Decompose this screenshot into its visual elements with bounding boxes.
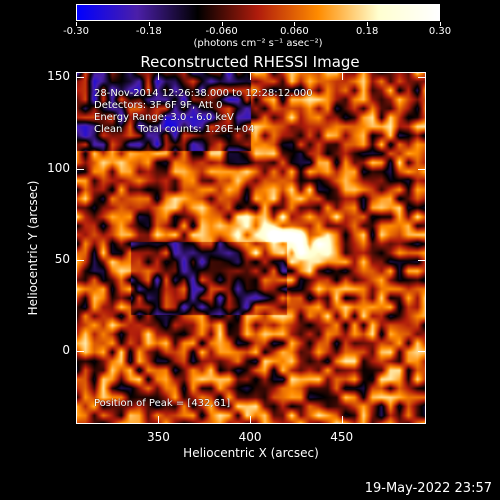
y-tick-label: 150 [47,69,70,84]
x-tick [158,72,160,80]
annotation-energy-range: Energy Range: 3.0 - 6.0 keV [94,112,234,123]
colorbar-tick [367,22,369,26]
annotation-peak-position: Position of Peak = [432,61] [94,398,231,409]
y-tick [76,168,84,170]
x-tick-label: 400 [238,430,262,444]
colorbar-tick-label: 0.18 [356,26,379,37]
y-tick [418,168,426,170]
y-tick [418,77,426,79]
y-tick-label: 0 [62,343,70,358]
colorbar [76,4,440,21]
y-axis-label: Heliocentric Y (arcsec) [26,180,40,316]
x-tick [341,72,343,80]
x-tick [250,72,252,80]
colorbar-tick [440,22,441,26]
annotation-total-counts: Clean Total counts: 1.26E+04 [94,124,255,135]
colorbar-tick-label: -0.18 [135,26,162,37]
y-tick [76,351,84,353]
y-tick [418,351,426,353]
y-tick [76,259,84,261]
footer-date: 19-May-2022 23:57 [364,481,492,496]
colorbar-tick [76,22,77,26]
colorbar-tick-label: -0.060 [205,26,238,37]
x-axis-label: Heliocentric X (arcsec) [183,446,319,460]
colorbar-tick-label: -0.30 [63,26,89,37]
x-tick [341,416,343,424]
colorbar-unit-label: (photons cm⁻² s⁻¹ asec⁻²) [193,38,323,49]
annotation-time-range: 28-Nov-2014 12:26:38.000 to 12:28:12.000 [94,88,313,99]
x-tick-label: 350 [147,430,170,444]
colorbar-tick [221,22,223,26]
y-tick [418,259,426,261]
x-tick [158,416,160,424]
annotation-detectors: Detectors: 3F 6F 9F, Att 0 [94,100,223,111]
x-tick [250,416,252,424]
colorbar-tick [294,22,296,26]
colorbar-tick-label: 0.30 [428,26,452,37]
y-tick-label: 100 [47,160,70,175]
heatmap-image [76,72,426,424]
y-tick [76,77,84,79]
y-tick-label: 50 [54,251,70,266]
colorbar-tick-label: 0.060 [280,26,309,37]
chart-title: Reconstructed RHESSI Image [140,53,360,71]
x-tick-label: 450 [330,430,354,444]
colorbar-tick [148,22,150,26]
